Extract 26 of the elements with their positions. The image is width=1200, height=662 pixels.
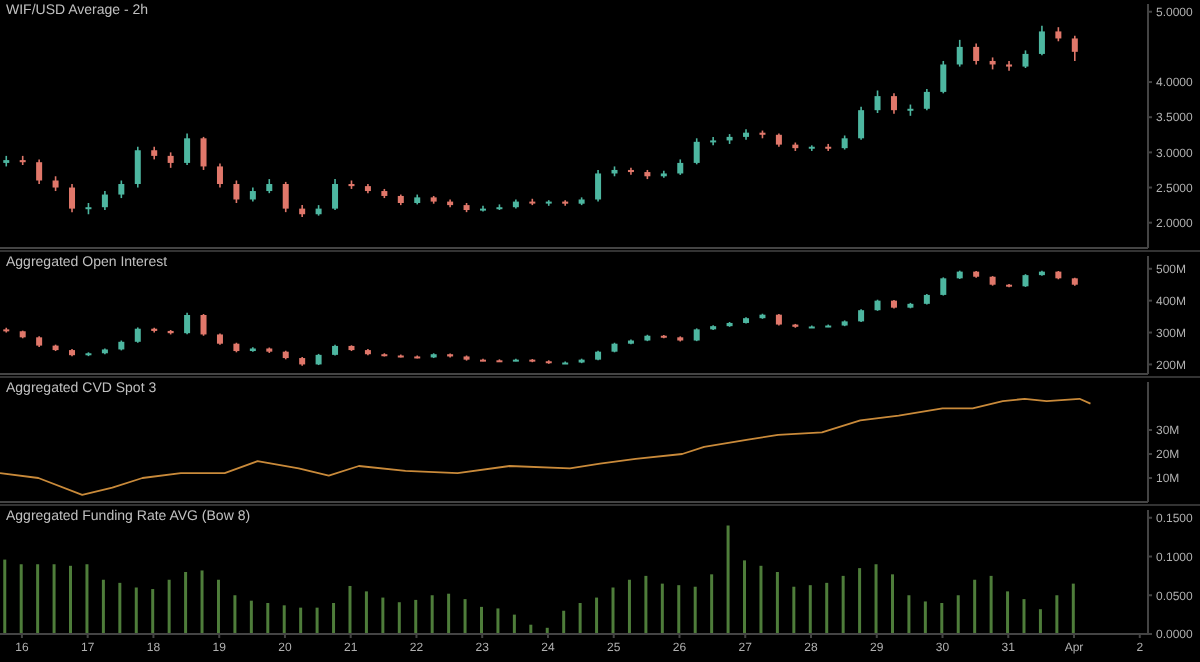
candlestick <box>858 105 865 141</box>
candlestick <box>940 60 947 95</box>
candlestick <box>1071 34 1078 62</box>
candlestick <box>233 179 240 204</box>
candlestick <box>200 313 207 337</box>
candlestick <box>332 178 339 211</box>
candlestick <box>184 311 191 335</box>
candlestick <box>200 136 207 171</box>
candlestick <box>693 137 700 166</box>
candlestick <box>69 183 76 213</box>
candlestick <box>282 181 289 213</box>
candlestick <box>940 276 947 297</box>
candlestick <box>216 162 223 189</box>
candlestick <box>890 92 897 115</box>
candlestick <box>184 132 191 166</box>
candlestick <box>874 89 881 114</box>
candlestick <box>923 88 930 111</box>
candlestick <box>595 169 602 203</box>
candlestick <box>825 143 832 152</box>
candlestick <box>101 190 108 211</box>
candlestick <box>1038 25 1045 57</box>
candlestick <box>627 167 634 176</box>
candlestick <box>973 42 980 66</box>
candlestick <box>134 145 141 189</box>
candlestick <box>36 158 43 185</box>
candlestick <box>956 39 963 68</box>
